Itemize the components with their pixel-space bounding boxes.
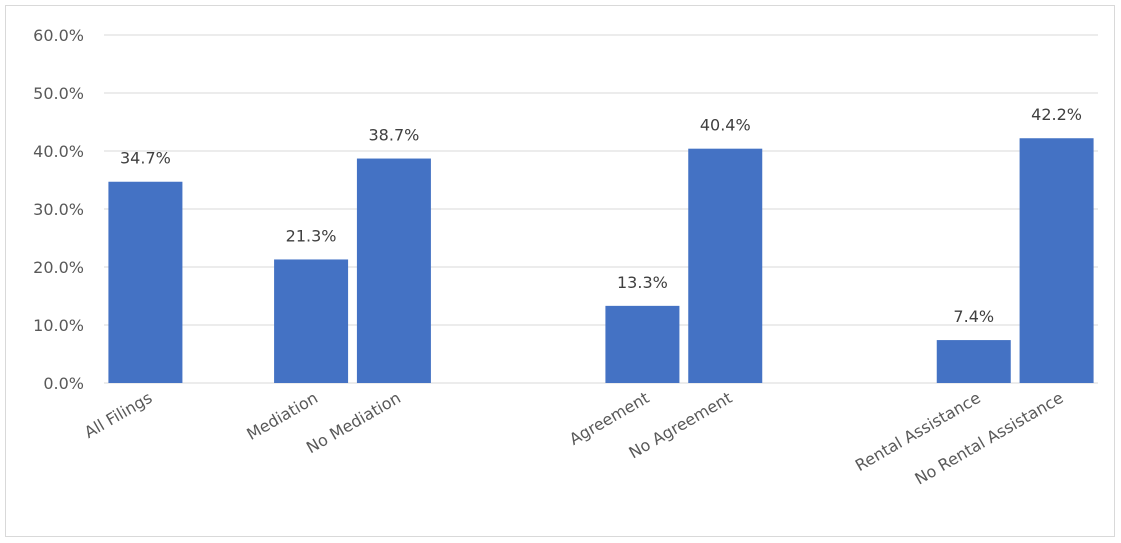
y-tick-label: 20.0% <box>33 258 84 277</box>
y-tick-label: 10.0% <box>33 316 84 335</box>
chart-frame <box>5 5 1115 537</box>
category-label: No Mediation <box>303 388 404 457</box>
category-label: Mediation <box>243 388 321 444</box>
bar <box>274 259 349 383</box>
bar <box>688 148 763 383</box>
data-label: 13.3% <box>617 273 668 292</box>
y-tick-label: 60.0% <box>33 26 84 45</box>
category-label: No Rental Assistance <box>912 388 1067 489</box>
bar <box>356 158 431 383</box>
data-label: 7.4% <box>953 307 994 326</box>
data-label: 21.3% <box>286 226 337 245</box>
data-label: 42.2% <box>1031 105 1082 124</box>
data-label: 34.7% <box>120 149 171 168</box>
bar <box>1019 138 1094 383</box>
data-label: 38.7% <box>369 126 420 145</box>
bar <box>108 181 183 383</box>
y-tick-label: 40.0% <box>33 142 84 161</box>
bar <box>936 340 1011 383</box>
category-label: All Filings <box>81 388 155 442</box>
y-tick-label: 50.0% <box>33 84 84 103</box>
bar <box>605 305 680 383</box>
data-label: 40.4% <box>700 116 751 135</box>
y-tick-label: 0.0% <box>43 374 84 393</box>
y-tick-label: 30.0% <box>33 200 84 219</box>
